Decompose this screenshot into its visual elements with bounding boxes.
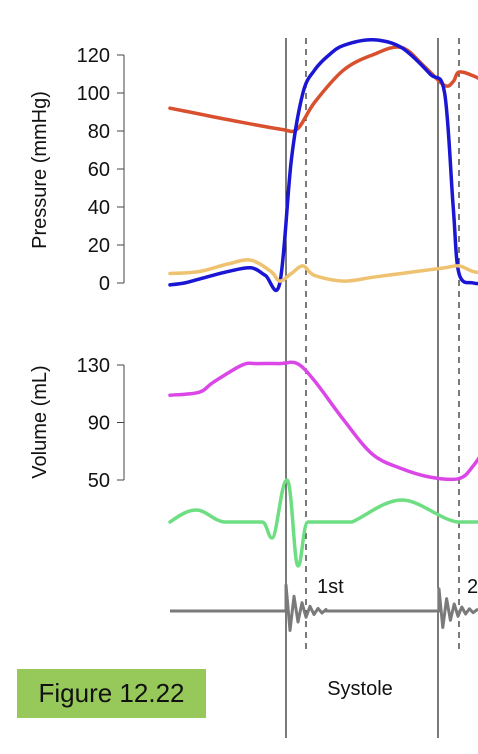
pressure-tick-label-120: 120 (77, 45, 110, 67)
aortic-pressure-curve (168, 45, 478, 134)
systole-label: Systole (327, 678, 393, 700)
pressure-tick-label-20: 20 (88, 235, 110, 257)
phase-markers (285, 38, 460, 738)
atrial-pressure-curve (168, 258, 478, 283)
volume-axis: 50 90 130 Volume (mL) (29, 355, 125, 492)
pressure-tick-label-100: 100 (77, 83, 110, 105)
ventricular-volume-curve (168, 360, 478, 482)
pressure-series-group (168, 38, 478, 293)
volume-axis-title: Volume (mL) (29, 365, 51, 478)
ventricular-pressure-curve (168, 38, 478, 293)
pressure-axis-title: Pressure (mmHg) (29, 91, 51, 249)
figure-label: Figure 12.22 (17, 669, 206, 718)
pressure-axis: 0 20 40 60 80 100 120 Pressure (mmHg) (29, 45, 125, 295)
pressure-tick-label-60: 60 (88, 159, 110, 181)
volume-ticks: 50 90 130 (77, 355, 124, 492)
pressure-tick-label-80: 80 (88, 121, 110, 143)
volume-tick-label-50: 50 (88, 470, 110, 492)
pressure-ticks: 0 20 40 60 80 100 120 (77, 45, 124, 295)
second-sound-label: 2 (467, 576, 478, 598)
heart-sound-line (170, 583, 478, 632)
pressure-tick-label-0: 0 (99, 273, 110, 295)
first-sound-label: 1st (317, 576, 344, 598)
volume-tick-label-130: 130 (77, 355, 110, 377)
ecg-trace (168, 478, 478, 568)
pressure-tick-label-40: 40 (88, 197, 110, 219)
volume-series-group (168, 360, 478, 482)
heart-sound-trace: 1st 2 (170, 576, 478, 632)
volume-tick-label-90: 90 (88, 413, 110, 435)
